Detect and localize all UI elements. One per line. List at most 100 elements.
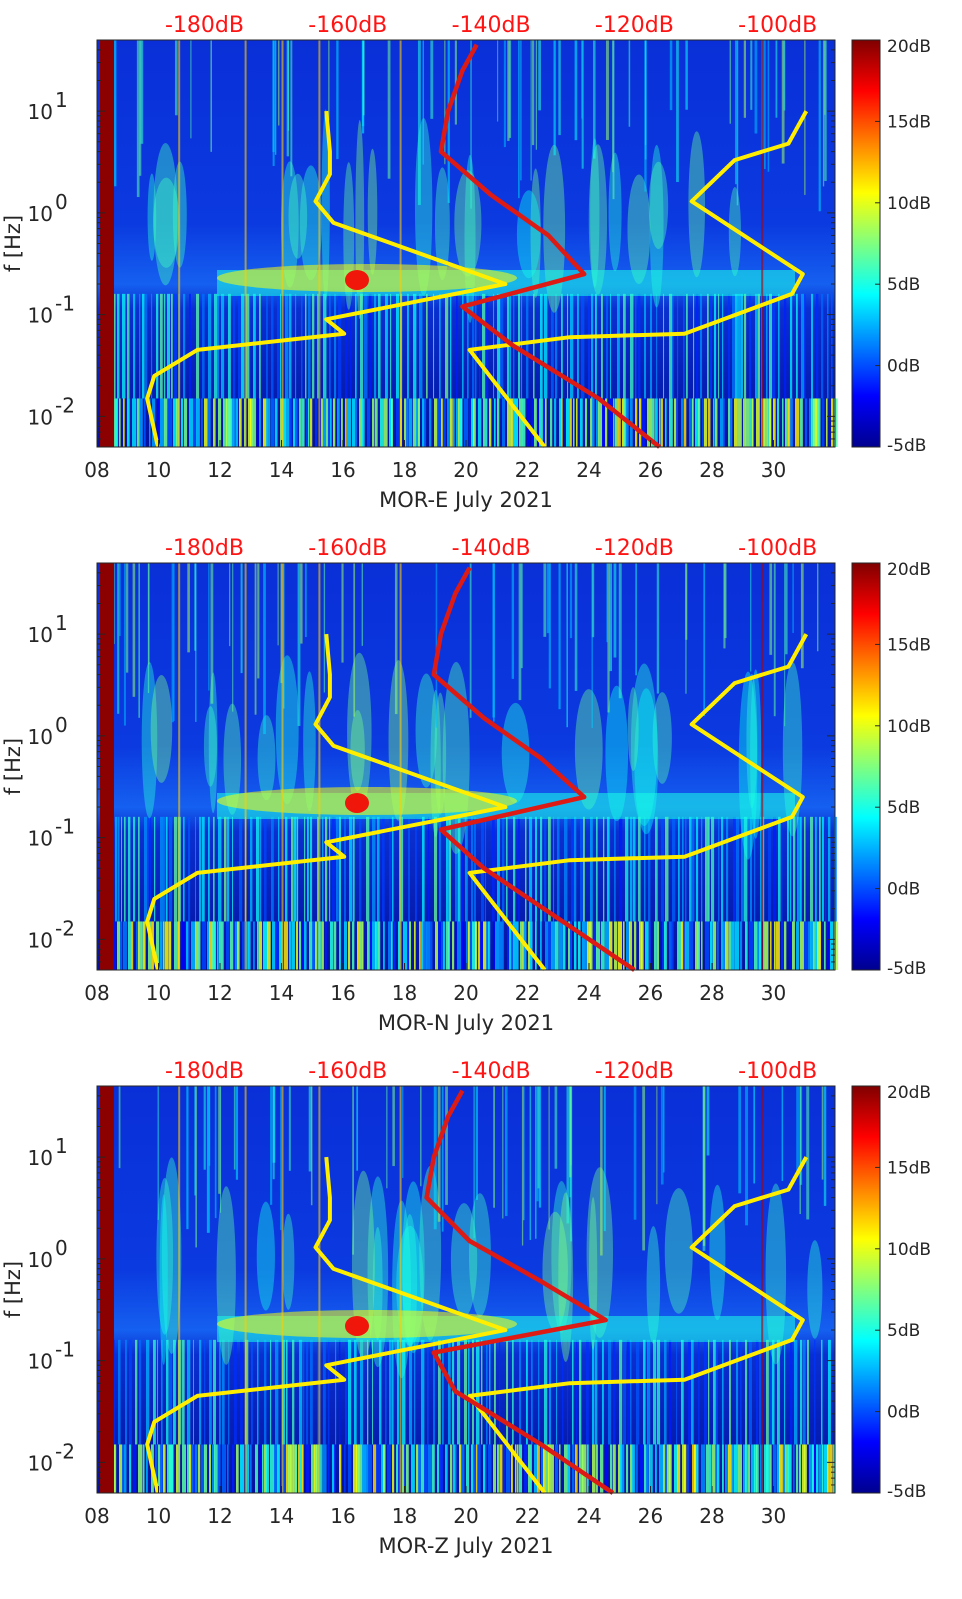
texture-stripe xyxy=(744,293,747,399)
texture-plume xyxy=(468,1193,491,1317)
texture-stripe xyxy=(146,1339,150,1445)
texture-stripe xyxy=(114,1444,117,1493)
texture-stripe xyxy=(183,816,185,922)
texture-streak xyxy=(729,40,731,124)
texture-stripe xyxy=(626,921,630,970)
texture-stripe xyxy=(782,398,784,447)
texture-stripe xyxy=(402,816,404,922)
texture-stripe xyxy=(468,1339,470,1445)
texture-stripe xyxy=(434,816,438,922)
texture-streak xyxy=(353,563,356,717)
x-tick-label: 16 xyxy=(330,1504,355,1528)
texture-streak xyxy=(606,563,608,643)
x-tick-label: 14 xyxy=(269,1504,294,1528)
texture-stripe xyxy=(464,398,469,447)
texture-streak xyxy=(305,563,307,638)
x-tick-label: 28 xyxy=(699,981,724,1005)
texture-stripe xyxy=(799,1444,802,1493)
texture-stripe xyxy=(328,1444,330,1493)
texture-stripe xyxy=(643,1339,646,1445)
spectrogram-texture xyxy=(100,563,839,970)
event-line xyxy=(281,563,284,970)
texture-stripe xyxy=(138,816,140,922)
y-axis-label: f [Hz] xyxy=(1,738,25,795)
texture-stripe xyxy=(816,1444,819,1493)
texture-stripe xyxy=(582,1444,587,1493)
texture-streak xyxy=(574,40,578,141)
texture-stripe xyxy=(396,293,399,399)
texture-plume xyxy=(586,1167,614,1339)
y-tick-exponent: -1 xyxy=(55,1338,75,1362)
texture-streak xyxy=(507,40,510,141)
texture-stripe xyxy=(701,816,703,922)
texture-stripe xyxy=(129,1444,132,1493)
texture-streak xyxy=(203,1086,206,1170)
texture-stripe xyxy=(796,293,798,399)
texture-plume xyxy=(652,692,672,784)
texture-stripe xyxy=(518,293,521,399)
texture-stripe xyxy=(684,398,687,447)
texture-stripe xyxy=(630,1339,632,1445)
texture-streak xyxy=(469,563,472,718)
texture-streak xyxy=(235,1086,239,1180)
texture-stripe xyxy=(589,921,593,970)
texture-stripe xyxy=(250,398,253,447)
texture-stripe xyxy=(289,293,292,399)
texture-stripe xyxy=(378,293,381,399)
top-db-label: -100dB xyxy=(738,13,817,38)
texture-streak xyxy=(775,40,778,118)
texture-stripe xyxy=(812,1444,815,1493)
texture-stripe xyxy=(752,398,754,447)
saturated-column xyxy=(100,40,114,447)
texture-stripe xyxy=(644,293,647,399)
texture-stripe xyxy=(577,293,579,399)
texture-stripe xyxy=(214,1444,218,1493)
texture-streak xyxy=(558,563,561,710)
texture-stripe xyxy=(367,921,370,970)
texture-stripe xyxy=(114,921,116,970)
texture-streak xyxy=(286,40,289,157)
x-tick-label: 14 xyxy=(269,981,294,1005)
texture-stripe xyxy=(686,293,688,399)
texture-stripe xyxy=(329,293,331,399)
texture-stripe xyxy=(705,921,710,970)
texture-stripe xyxy=(133,293,136,399)
texture-stripe xyxy=(576,398,578,447)
texture-plume xyxy=(627,174,651,285)
texture-stripe xyxy=(641,921,644,970)
texture-stripe xyxy=(434,398,439,447)
texture-streak xyxy=(125,563,129,673)
texture-stripe xyxy=(154,816,156,922)
texture-streak xyxy=(821,1086,824,1180)
texture-stripe xyxy=(276,921,281,970)
texture-stripe xyxy=(419,921,421,970)
top-db-label: -180dB xyxy=(165,13,244,38)
texture-streak xyxy=(508,40,512,138)
texture-stripe xyxy=(117,921,121,970)
texture-stripe xyxy=(221,921,224,970)
texture-stripe xyxy=(275,1339,279,1445)
texture-stripe xyxy=(390,293,392,399)
texture-stripe xyxy=(810,921,814,970)
texture-stripe xyxy=(348,1339,352,1445)
texture-stripe xyxy=(198,921,201,970)
texture-streak xyxy=(117,563,120,714)
texture-stripe xyxy=(544,816,547,922)
texture-streak xyxy=(138,563,140,718)
texture-streak xyxy=(132,563,136,697)
texture-stripe xyxy=(223,398,228,447)
texture-stripe xyxy=(459,1444,462,1493)
texture-stripe xyxy=(722,293,724,399)
texture-stripe xyxy=(144,816,148,922)
texture-streak xyxy=(591,563,595,638)
texture-stripe xyxy=(339,1444,342,1493)
texture-streak xyxy=(208,1086,211,1166)
texture-stripe xyxy=(448,921,450,970)
texture-stripe xyxy=(250,816,253,922)
texture-stripe xyxy=(697,921,700,970)
texture-stripe xyxy=(171,1444,174,1493)
texture-streak xyxy=(676,40,679,183)
texture-stripe xyxy=(729,1339,731,1445)
